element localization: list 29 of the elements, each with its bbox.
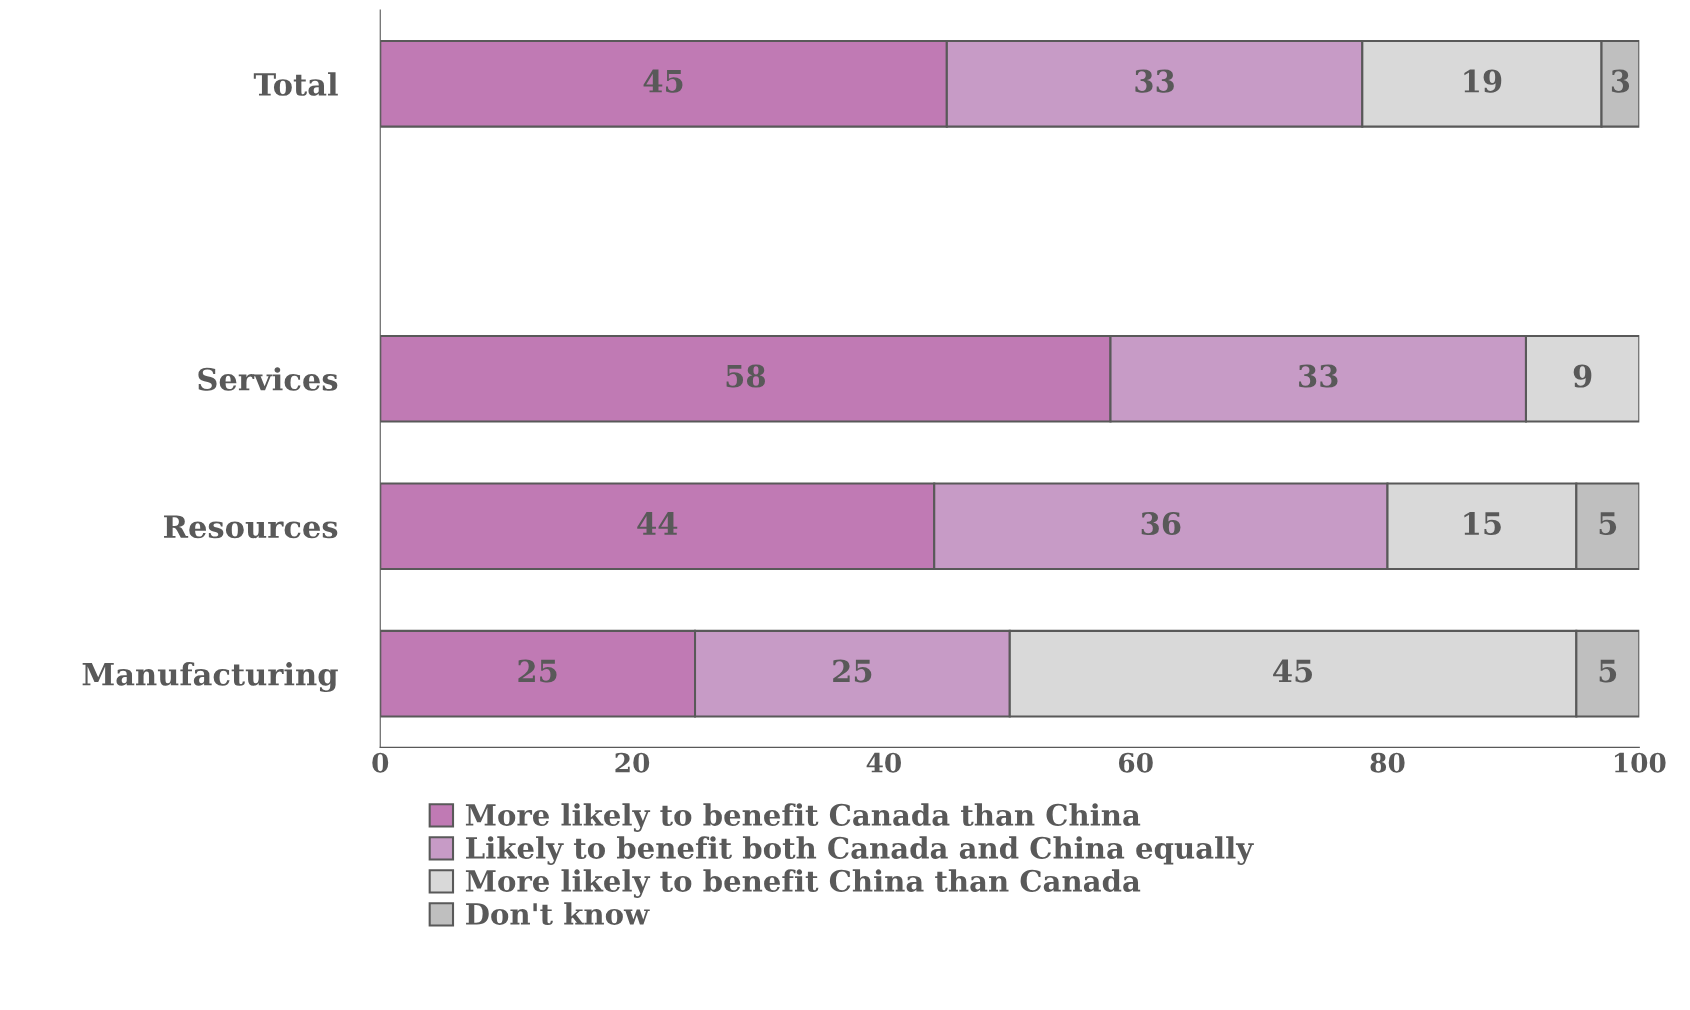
data-label: 33 xyxy=(1135,69,1174,93)
data-label: 15 xyxy=(1464,511,1501,536)
data-label: 44 xyxy=(637,511,678,535)
data-label: 58 xyxy=(726,364,765,388)
x-tick-label: 20 xyxy=(615,752,650,773)
x-tick-label: 100 xyxy=(1614,752,1666,773)
legend-label: Don't know xyxy=(466,902,650,925)
x-tick-label: 80 xyxy=(1370,752,1405,773)
x-tick-label: 40 xyxy=(866,752,901,773)
y-tick-label: Manufacturing xyxy=(82,662,338,693)
data-label: 5 xyxy=(1599,512,1617,536)
legend-label: Likely to benefit both Canada and China equally xyxy=(466,836,1254,865)
y-tick-label: Services xyxy=(198,367,338,391)
data-label: 45 xyxy=(643,69,683,93)
data-label: 45 xyxy=(1273,659,1313,683)
legend-label: More likely to benefit China than Canada xyxy=(465,869,1141,898)
data-label: 33 xyxy=(1299,364,1338,388)
y-tick-label: Total xyxy=(253,72,338,96)
data-label: 5 xyxy=(1599,659,1617,683)
data-label: 19 xyxy=(1464,69,1502,93)
data-label: 9 xyxy=(1573,364,1592,388)
data-label: 3 xyxy=(1611,69,1630,93)
y-tick-label: Resources xyxy=(164,515,338,539)
x-tick-label: 0 xyxy=(372,752,389,773)
legend-label: More likely to benefit Canada than China xyxy=(465,803,1141,832)
data-label: 25 xyxy=(518,659,557,683)
x-tick-label: 60 xyxy=(1118,752,1153,773)
data-label: 25 xyxy=(833,659,872,683)
data-label: 36 xyxy=(1141,511,1181,536)
